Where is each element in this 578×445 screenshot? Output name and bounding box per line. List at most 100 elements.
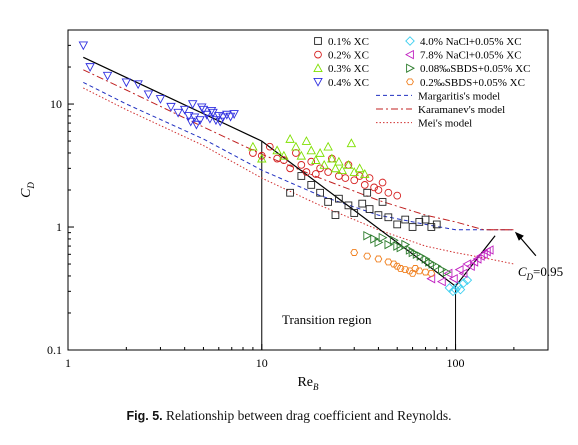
data-point xyxy=(427,269,436,277)
data-point xyxy=(462,275,473,285)
data-point xyxy=(370,183,378,192)
data-point xyxy=(334,156,344,166)
y-axis-title: CD xyxy=(19,182,36,198)
data-point xyxy=(286,164,294,173)
data-point xyxy=(415,267,424,275)
data-point xyxy=(384,188,393,197)
figure-caption: Fig. 5. Relationship between drag coeffi… xyxy=(0,408,578,424)
data-point xyxy=(438,264,447,275)
data-point xyxy=(358,199,367,208)
data-point xyxy=(363,252,372,260)
data-point xyxy=(306,145,316,155)
data-point xyxy=(448,286,458,297)
data-point xyxy=(214,112,224,121)
x-tick-label: 1 xyxy=(65,356,71,370)
data-point xyxy=(302,168,311,176)
legend-label: 4.0% NaCl+0.05% XC xyxy=(420,36,522,48)
data-point xyxy=(341,174,350,182)
data-point xyxy=(396,265,405,272)
legend-label: 0.2% XC xyxy=(328,50,369,62)
data-point xyxy=(285,134,295,143)
data-point xyxy=(415,218,424,226)
data-point xyxy=(215,117,225,127)
data-point xyxy=(292,149,300,157)
data-point xyxy=(462,259,472,269)
data-point xyxy=(102,71,113,81)
data-point xyxy=(179,105,190,115)
data-point xyxy=(297,161,306,169)
data-point xyxy=(280,156,288,164)
data-point xyxy=(257,151,266,160)
data-point xyxy=(350,249,359,256)
data-point xyxy=(365,205,374,213)
data-point xyxy=(389,260,398,268)
data-point xyxy=(121,78,132,88)
data-point xyxy=(218,113,228,123)
data-point xyxy=(458,278,469,288)
data-point xyxy=(408,269,417,277)
data-point xyxy=(443,268,453,279)
data-point xyxy=(319,159,329,169)
series-group xyxy=(78,41,239,130)
data-point xyxy=(401,215,410,224)
x-tick-label: 10 xyxy=(256,356,268,370)
data-point xyxy=(416,251,426,261)
data-point xyxy=(396,242,406,253)
legend-label: 7.8% NaCl+0.05% XC xyxy=(420,50,522,62)
data-point xyxy=(307,181,316,189)
data-point xyxy=(436,276,446,287)
legend-marker xyxy=(405,49,414,60)
data-point xyxy=(421,215,430,224)
data-point xyxy=(307,157,316,166)
legend-label: 0.2‰SBDS+0.05% XC xyxy=(420,77,525,89)
data-point xyxy=(393,220,402,229)
data-point xyxy=(155,95,166,104)
data-point xyxy=(331,211,340,219)
data-point xyxy=(173,108,183,118)
legend-marker xyxy=(406,63,415,73)
x-axis-title: ReB xyxy=(297,375,319,392)
data-point xyxy=(360,169,370,178)
legend-label: Mei's model xyxy=(418,118,472,130)
data-point xyxy=(133,80,143,90)
data-point xyxy=(229,110,239,119)
model-curves xyxy=(83,56,515,288)
data-point xyxy=(448,273,458,284)
data-point xyxy=(196,103,207,113)
data-point xyxy=(191,120,202,130)
data-point xyxy=(354,163,365,173)
data-point xyxy=(374,255,383,263)
x-tick-label: 100 xyxy=(447,356,465,370)
data-point xyxy=(472,254,482,264)
data-point xyxy=(324,168,332,176)
data-point xyxy=(187,100,198,109)
legend-label: 0.3% XC xyxy=(328,63,369,75)
model-line xyxy=(83,56,496,288)
data-point xyxy=(205,114,215,124)
data-point xyxy=(458,268,468,279)
legend-marker xyxy=(406,78,414,86)
data-point xyxy=(360,181,369,189)
data-point xyxy=(327,153,337,163)
data-point xyxy=(378,198,387,206)
legend-label: 0.1% XC xyxy=(328,36,369,48)
data-point xyxy=(211,116,221,126)
data-point xyxy=(465,261,475,271)
data-point xyxy=(378,232,388,243)
data-point xyxy=(272,145,282,155)
data-point xyxy=(393,262,402,270)
series-group xyxy=(248,134,370,178)
data-point xyxy=(265,142,274,151)
data-point xyxy=(384,258,393,266)
data-point xyxy=(296,150,307,160)
legend-label: 0.08‰SBDS+0.05% XC xyxy=(420,63,530,75)
data-point xyxy=(384,239,394,250)
cd-arrow-head xyxy=(514,231,524,241)
data-point xyxy=(408,223,417,231)
data-point xyxy=(85,63,95,72)
annotations: Transition region CD=0.95 xyxy=(282,231,563,327)
data-point xyxy=(143,90,154,100)
